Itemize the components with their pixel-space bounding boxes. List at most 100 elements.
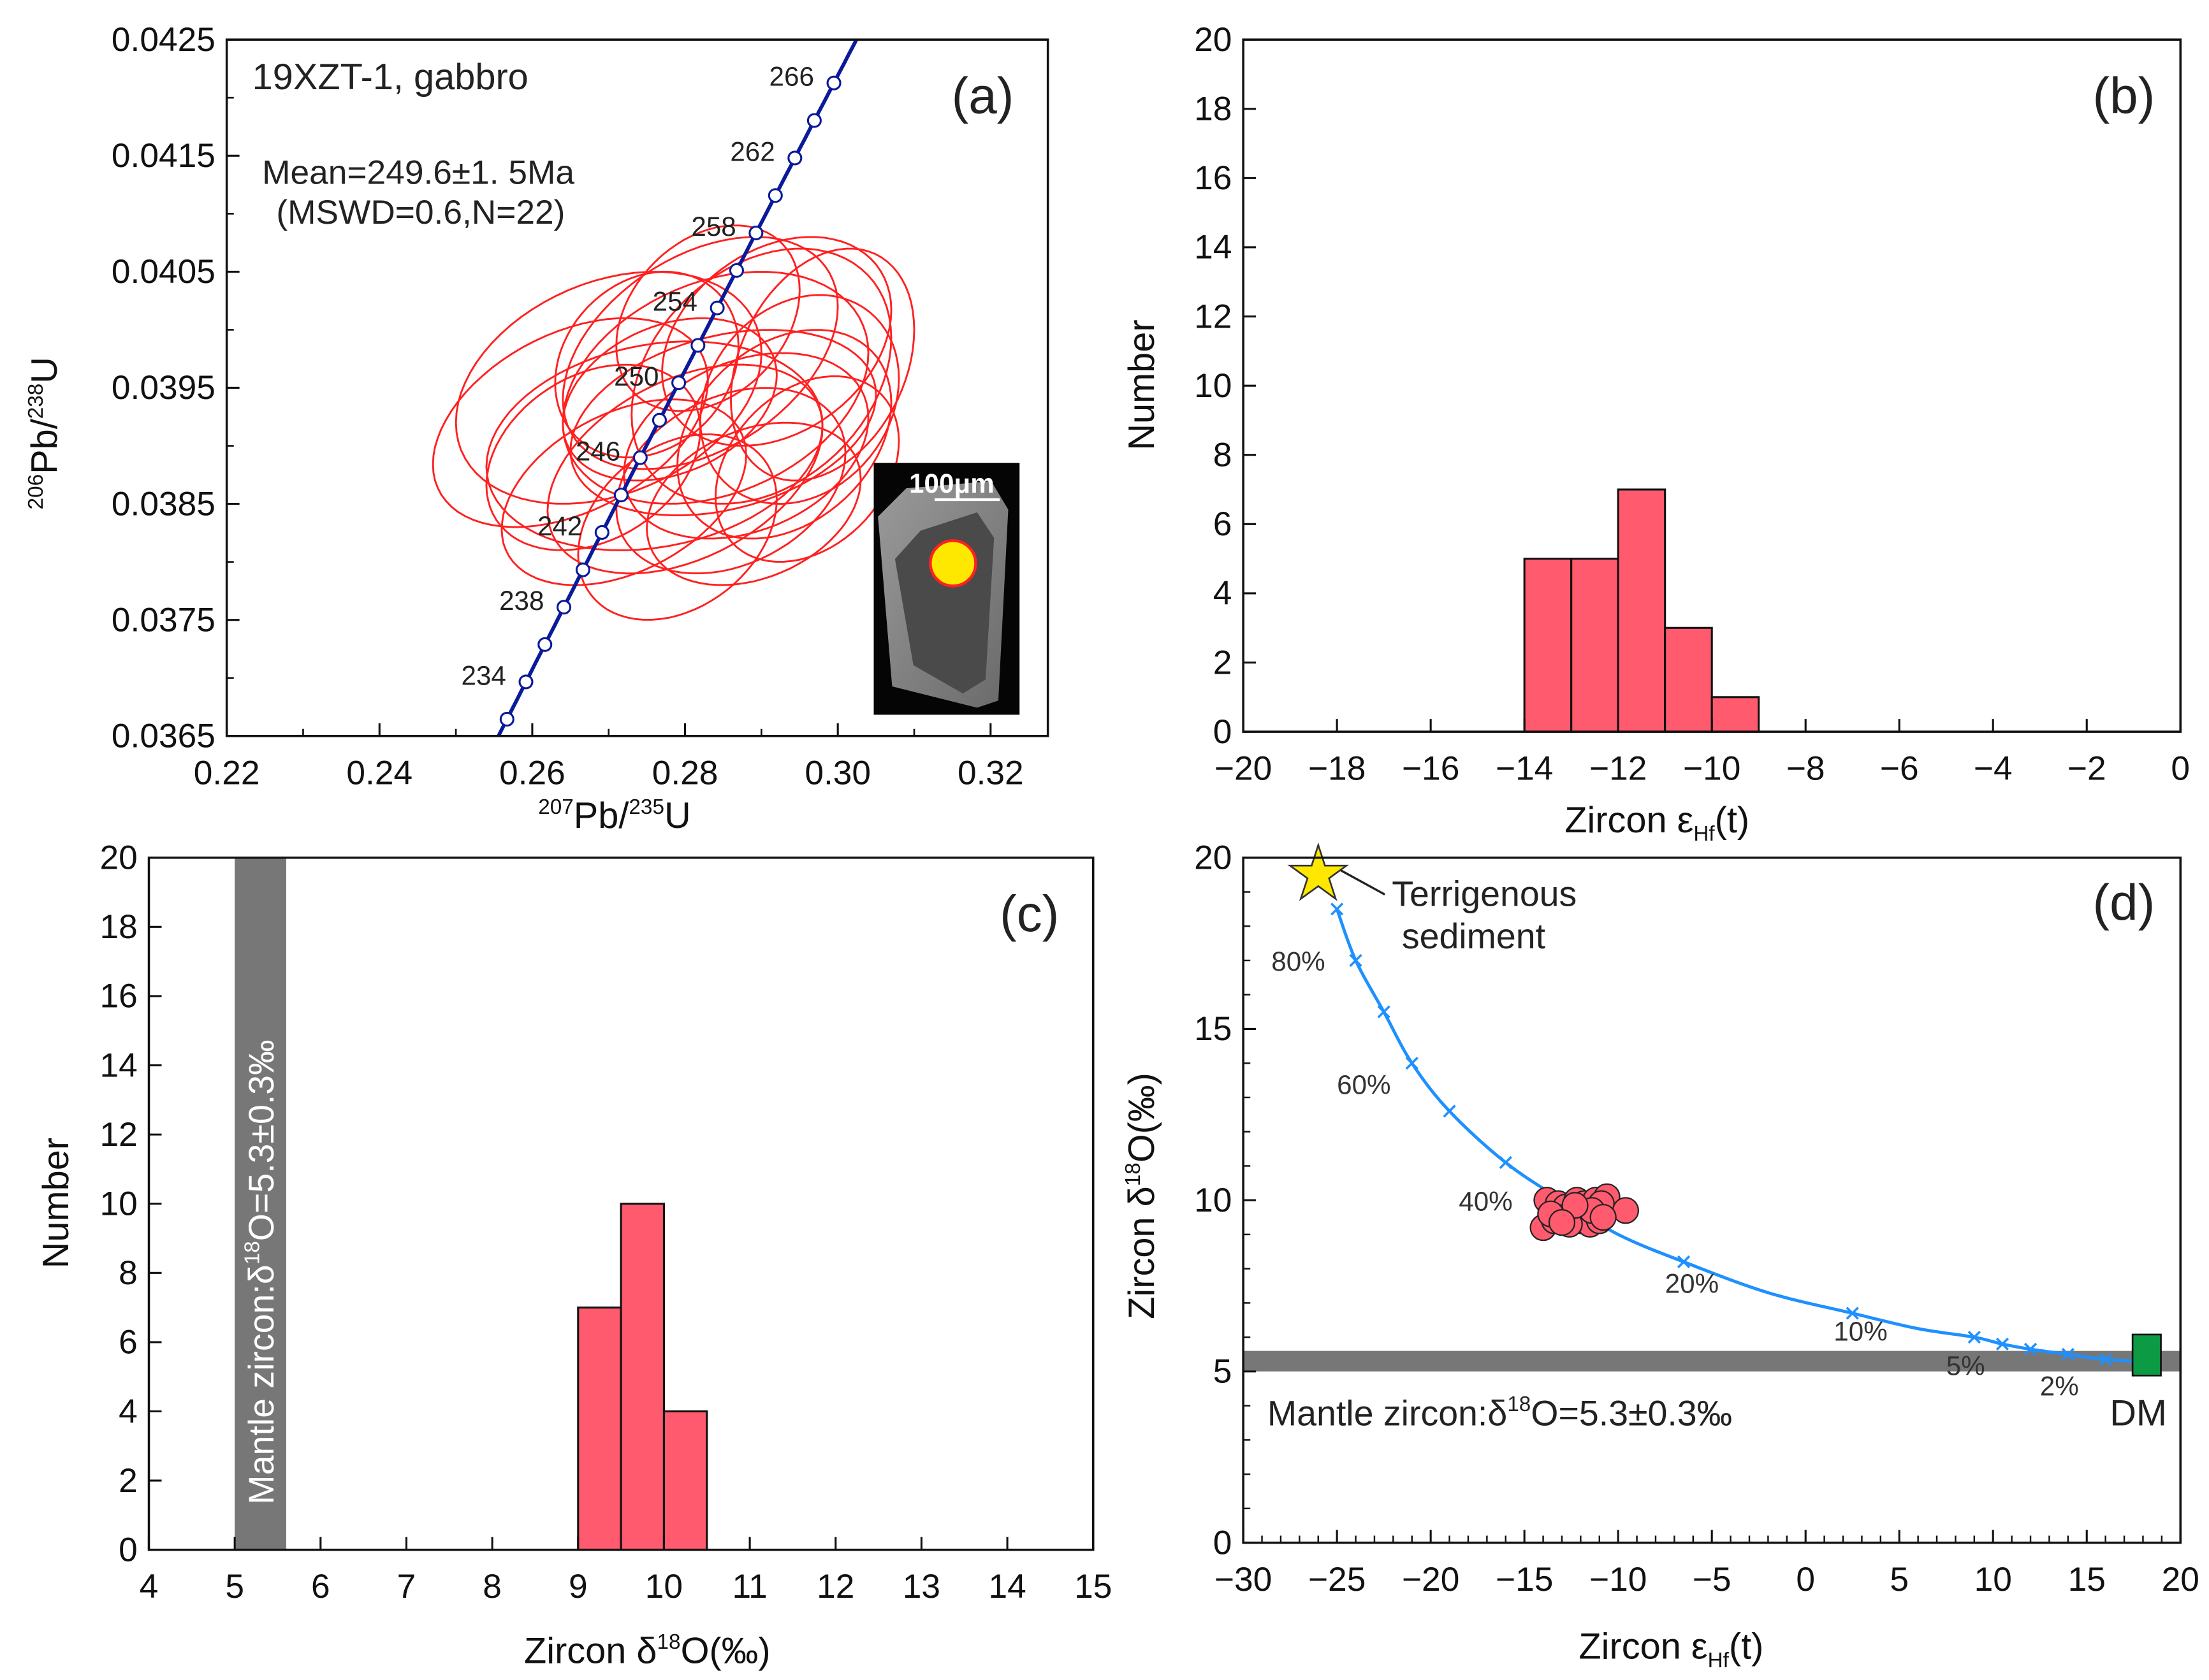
analysis-spot <box>929 539 977 588</box>
y-tick-label: 12 <box>1194 298 1232 335</box>
panel-label-a: (a) <box>952 68 1014 124</box>
concordia-age-marker <box>575 562 590 577</box>
y-tick-label: 0.0365 <box>112 718 215 755</box>
concordia-age-label: 238 <box>499 586 544 616</box>
x-tick-label: 0 <box>1796 1561 1815 1598</box>
x-tick-label: −14 <box>1496 750 1553 788</box>
mixing-marker <box>1499 1155 1512 1169</box>
cl-image-inset: 100μm <box>873 463 1020 715</box>
mixing-percent-label: 2% <box>2040 1372 2079 1401</box>
error-ellipse <box>562 236 839 470</box>
y-tick-label: 18 <box>1194 91 1232 128</box>
y-tick-label: 16 <box>99 978 137 1015</box>
y-tick-label: 20 <box>1194 21 1232 59</box>
mixing-percent-label: 20% <box>1665 1268 1719 1298</box>
axis-ticks: 4 5 6 7 8 9 10 11 12 13 14 15 0 2 4 6 8 10 12 14 16 18 20 <box>99 839 1112 1606</box>
panel-b-hf-histogram: −20 −18 −16 −14 −12 −10 −8 −6 −4 −2 00246810121416… <box>1121 21 2190 846</box>
y-tick-label: 2 <box>1213 644 1232 681</box>
x-axis-title: Zircon δ18O(‰) <box>524 1630 771 1671</box>
concordia-age-marker <box>518 674 534 690</box>
y-tick-label: 0 <box>1213 1524 1232 1561</box>
mixing-marker <box>1331 902 1344 916</box>
concordia-age-marker <box>826 75 842 91</box>
concordia-age-marker <box>690 338 706 353</box>
x-tick-label: −18 <box>1308 750 1366 788</box>
axis-ticks: 234 238 242 246 250 254 258 262 266 0.22 0.24 0.26 0… <box>112 21 1024 792</box>
x-axis-title: Zircon εHf(t) <box>1578 1626 1763 1672</box>
concordia-age-label: 234 <box>462 660 506 690</box>
y-tick-label: 12 <box>99 1116 137 1154</box>
concordia-age-marker <box>594 525 609 540</box>
y-tick-label: 6 <box>1213 505 1232 543</box>
concordia-curve <box>496 40 859 736</box>
concordia-age-label: 258 <box>691 212 736 242</box>
error-ellipses <box>432 224 915 621</box>
concordia-age-marker <box>729 263 744 278</box>
mixing-line <box>1335 908 2143 1363</box>
arrow-line <box>1340 869 1386 895</box>
y-tick-label: 0.0395 <box>112 369 215 407</box>
y-tick-label: 16 <box>1194 159 1232 197</box>
y-tick-label: 8 <box>1213 437 1232 474</box>
x-tick-label: 0.32 <box>958 754 1024 792</box>
x-tick-label: 10 <box>1974 1561 2012 1598</box>
concordia-age-marker <box>652 412 667 428</box>
histogram-bars <box>1523 488 1760 733</box>
mantle-band-rect <box>235 857 286 1550</box>
concordia-age-marker <box>806 113 822 128</box>
y-tick-label: 14 <box>1194 229 1232 266</box>
concordia-age-marker <box>613 488 629 503</box>
sample-point <box>1548 1209 1576 1236</box>
x-tick-label: 0.26 <box>499 754 565 792</box>
x-tick-label: 7 <box>397 1568 416 1605</box>
mantle-zircon-label: Mantle zircon:δ18O=5.3±0.3‰ <box>1267 1393 1732 1433</box>
sample-points <box>1529 1183 1640 1242</box>
x-tick-label: −6 <box>1880 750 1919 788</box>
x-tick-label: 11 <box>732 1568 767 1605</box>
x-tick-label: −12 <box>1589 750 1647 788</box>
error-ellipse <box>631 247 893 505</box>
y-tick-label: 5 <box>1213 1353 1232 1391</box>
concordia-age-marker <box>557 600 572 615</box>
sample-point <box>1589 1203 1617 1231</box>
y-tick-label: 20 <box>99 839 137 877</box>
mixing-marker <box>1443 1104 1456 1118</box>
error-ellipse <box>485 363 701 551</box>
histogram-bar <box>1523 558 1573 733</box>
scale-bar-label: 100μm <box>909 468 995 498</box>
error-ellipse <box>546 363 824 575</box>
y-tick-label: 0.0415 <box>112 137 215 175</box>
y-tick-label: 8 <box>119 1254 138 1292</box>
x-tick-label: −30 <box>1214 1561 1272 1598</box>
x-tick-label: 5 <box>1890 1561 1909 1598</box>
concordia-age-label: 246 <box>576 437 620 467</box>
x-tick-label: 6 <box>311 1568 330 1605</box>
x-tick-label: 13 <box>903 1568 940 1605</box>
mixing-marker <box>1995 1337 2009 1351</box>
mixing-marker <box>1349 953 1362 967</box>
mixing-percent-label: 80% <box>1271 946 1325 976</box>
concordia-age-label: 254 <box>653 287 697 317</box>
concordia-age-marker <box>787 150 803 166</box>
x-tick-label: 5 <box>225 1568 244 1605</box>
y-tick-label: 6 <box>119 1324 138 1361</box>
panel-label-b: (b) <box>2093 68 2155 124</box>
concordia-age-marker <box>768 188 783 203</box>
x-tick-label: −25 <box>1308 1561 1366 1598</box>
x-tick-label: 4 <box>140 1568 159 1605</box>
plot-frame <box>1242 856 2182 1544</box>
x-tick-label: 9 <box>569 1568 588 1605</box>
error-ellipse <box>562 271 870 505</box>
sample-title: 19XZT-1, gabbro <box>252 57 529 98</box>
mixing-percent-label: 60% <box>1337 1070 1390 1100</box>
end-members <box>1287 842 2162 1377</box>
panel-d-mixing: 80% 60% 40% 20% 10% 5% 2% −30 −25 −20 −15 −10 −5 0 5 1… <box>1121 839 2199 1672</box>
x-tick-label: −15 <box>1496 1561 1553 1598</box>
panel-a-concordia: 234 238 242 246 250 254 258 262 266 0.22 0.24 0.26 0… <box>24 21 1049 836</box>
y-tick-label: 14 <box>99 1046 137 1084</box>
y-tick-label: 0 <box>119 1531 138 1568</box>
x-tick-label: 0.28 <box>652 754 718 792</box>
concordia-age-label: 262 <box>730 136 775 166</box>
concordia-age-marker <box>710 300 725 315</box>
error-ellipse <box>615 387 847 575</box>
